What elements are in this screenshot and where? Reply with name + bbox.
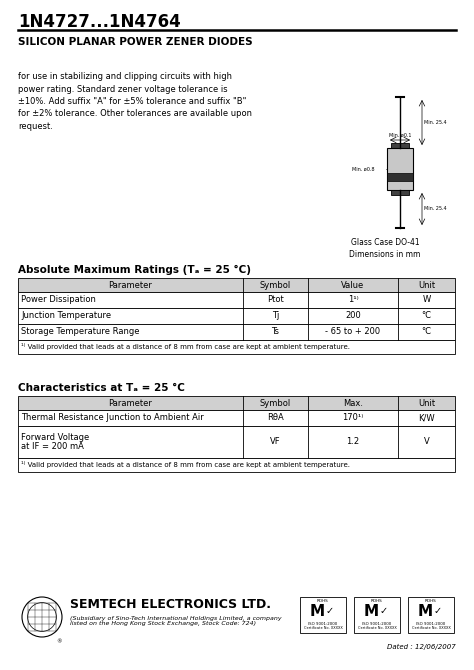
Text: 170¹⁾: 170¹⁾ bbox=[342, 413, 364, 423]
Bar bbox=[18, 278, 455, 292]
Text: Certificate No. XXXXX: Certificate No. XXXXX bbox=[304, 626, 342, 630]
Text: Max.: Max. bbox=[343, 399, 363, 407]
Text: ROHS: ROHS bbox=[371, 599, 383, 603]
Text: Unit: Unit bbox=[418, 281, 435, 289]
Text: SILICON PLANAR POWER ZENER DIODES: SILICON PLANAR POWER ZENER DIODES bbox=[18, 37, 253, 47]
Text: RθA: RθA bbox=[267, 413, 284, 423]
Text: ¹⁾ Valid provided that leads at a distance of 8 mm from case are kept at ambient: ¹⁾ Valid provided that leads at a distan… bbox=[21, 462, 350, 468]
Text: Min. ø0.1: Min. ø0.1 bbox=[389, 133, 411, 138]
Text: Glass Case DO-41
Dimensions in mm: Glass Case DO-41 Dimensions in mm bbox=[349, 238, 421, 259]
Text: ✓: ✓ bbox=[380, 606, 388, 616]
Text: ®: ® bbox=[56, 639, 62, 644]
Text: Characteristics at Tₐ = 25 °C: Characteristics at Tₐ = 25 °C bbox=[18, 383, 185, 393]
Bar bbox=[18, 458, 455, 472]
Text: °C: °C bbox=[421, 312, 431, 320]
Text: ISO 9001:2000: ISO 9001:2000 bbox=[309, 622, 337, 626]
Text: ✓: ✓ bbox=[326, 606, 334, 616]
Text: ISO 9001:2000: ISO 9001:2000 bbox=[363, 622, 392, 626]
Text: Symbol: Symbol bbox=[260, 281, 291, 289]
Text: Certificate No. XXXXX: Certificate No. XXXXX bbox=[357, 626, 396, 630]
Text: Absolute Maximum Ratings (Tₐ = 25 °C): Absolute Maximum Ratings (Tₐ = 25 °C) bbox=[18, 265, 251, 275]
Text: Power Dissipation: Power Dissipation bbox=[21, 295, 96, 304]
Text: M: M bbox=[418, 604, 433, 618]
Text: M: M bbox=[310, 604, 325, 618]
Text: Storage Temperature Range: Storage Temperature Range bbox=[21, 328, 139, 336]
Text: K/W: K/W bbox=[418, 413, 435, 423]
Text: ¹⁾ Valid provided that leads at a distance of 8 mm from case are kept at ambient: ¹⁾ Valid provided that leads at a distan… bbox=[21, 344, 350, 350]
Text: 1¹⁾: 1¹⁾ bbox=[347, 295, 358, 304]
Text: (Subsidiary of Sino-Tech International Holdings Limited, a company
listed on the: (Subsidiary of Sino-Tech International H… bbox=[70, 616, 282, 626]
Text: Parameter: Parameter bbox=[109, 399, 153, 407]
Bar bbox=[387, 174, 413, 181]
Text: Ts: Ts bbox=[272, 328, 280, 336]
Text: °C: °C bbox=[421, 328, 431, 336]
Bar bbox=[391, 190, 409, 195]
Text: at IF = 200 mA: at IF = 200 mA bbox=[21, 442, 84, 451]
Text: 1N4727...1N4764: 1N4727...1N4764 bbox=[18, 13, 181, 31]
Text: Min. 25.4: Min. 25.4 bbox=[424, 206, 447, 212]
Text: Min. 25.4: Min. 25.4 bbox=[424, 120, 447, 125]
Bar bbox=[300, 597, 346, 633]
Text: Value: Value bbox=[341, 281, 365, 289]
Text: for use in stabilizing and clipping circuits with high
power rating. Standard ze: for use in stabilizing and clipping circ… bbox=[18, 72, 252, 131]
Text: - 65 to + 200: - 65 to + 200 bbox=[326, 328, 381, 336]
Text: VF: VF bbox=[270, 438, 281, 446]
Text: ✓: ✓ bbox=[434, 606, 442, 616]
Text: V: V bbox=[424, 438, 429, 446]
Text: M: M bbox=[364, 604, 379, 618]
Text: W: W bbox=[422, 295, 430, 304]
Text: ISO 9001:2000: ISO 9001:2000 bbox=[416, 622, 446, 626]
Bar bbox=[18, 410, 455, 426]
Text: Junction Temperature: Junction Temperature bbox=[21, 312, 111, 320]
Text: ROHS: ROHS bbox=[317, 599, 329, 603]
Bar bbox=[18, 340, 455, 354]
Bar bbox=[18, 292, 455, 308]
Text: Dated : 12/06/2007: Dated : 12/06/2007 bbox=[387, 644, 456, 650]
Text: Min. ø0.8: Min. ø0.8 bbox=[353, 167, 375, 172]
Bar bbox=[18, 396, 455, 410]
Text: Unit: Unit bbox=[418, 399, 435, 407]
Text: Parameter: Parameter bbox=[109, 281, 153, 289]
Text: Ptot: Ptot bbox=[267, 295, 284, 304]
Bar bbox=[18, 324, 455, 340]
Bar bbox=[387, 148, 413, 190]
Text: Symbol: Symbol bbox=[260, 399, 291, 407]
Text: ROHS: ROHS bbox=[425, 599, 437, 603]
Bar bbox=[18, 426, 455, 458]
Text: Thermal Resistance Junction to Ambient Air: Thermal Resistance Junction to Ambient A… bbox=[21, 413, 204, 423]
Text: SEMTECH ELECTRONICS LTD.: SEMTECH ELECTRONICS LTD. bbox=[70, 598, 271, 612]
Text: Tj: Tj bbox=[272, 312, 279, 320]
Bar bbox=[391, 143, 409, 148]
Bar bbox=[18, 308, 455, 324]
Text: 1.2: 1.2 bbox=[346, 438, 360, 446]
Bar bbox=[354, 597, 400, 633]
Text: Certificate No. XXXXX: Certificate No. XXXXX bbox=[411, 626, 450, 630]
Text: Forward Voltage: Forward Voltage bbox=[21, 433, 89, 442]
Text: 200: 200 bbox=[345, 312, 361, 320]
Bar bbox=[408, 597, 454, 633]
